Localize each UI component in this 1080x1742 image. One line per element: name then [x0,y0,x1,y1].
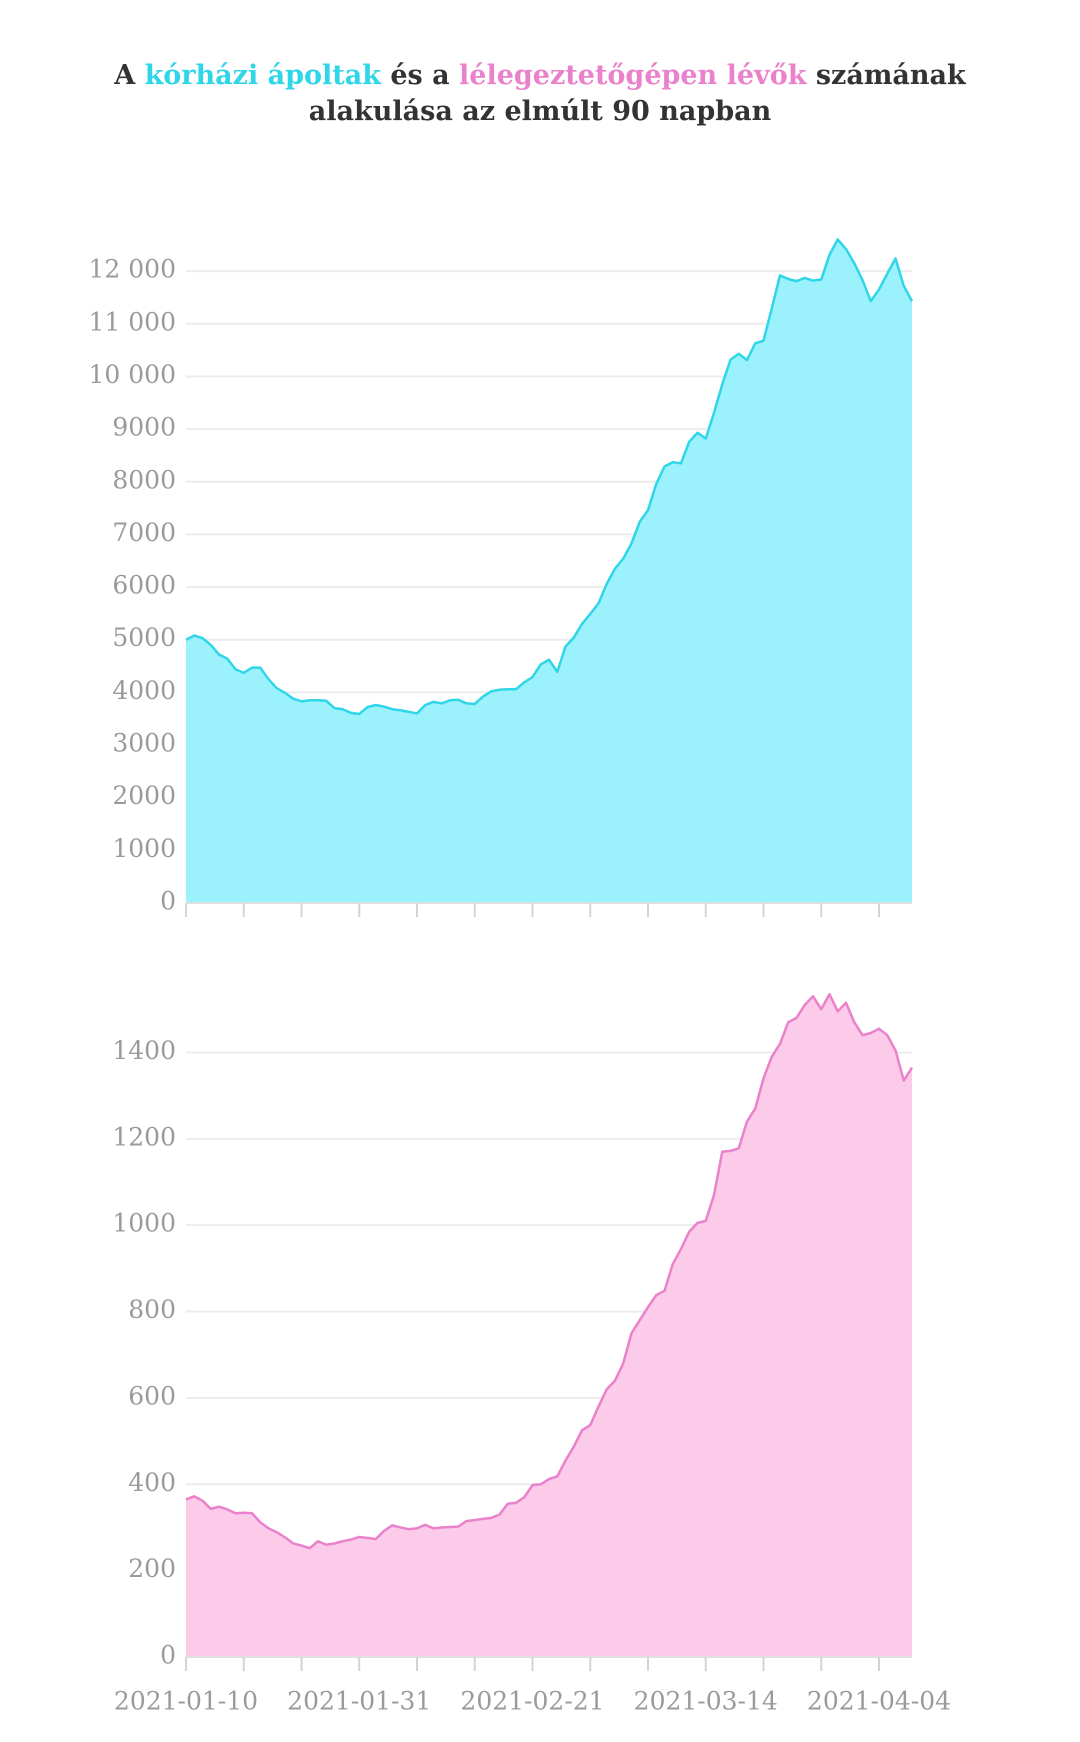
x-tick-label: 2021-03-14 [634,1687,778,1716]
area-line [185,992,914,1550]
chart-title: A kórházi ápoltak és a lélegeztetőgépen … [113,60,967,91]
chart-title: alakulása az elmúlt 90 napban [309,96,772,127]
area-fill [186,994,912,1657]
y-tick-label: 0 [160,887,176,916]
x-tick-label: 2021-04-04 [807,1687,951,1716]
title-part: kórházi ápoltak [145,60,383,91]
area-line [185,238,914,716]
x-tick-label: 2021-02-21 [460,1687,604,1716]
y-tick-label: 5000 [112,623,176,652]
title-part: A [113,60,144,91]
y-tick-label: 1000 [112,1209,176,1238]
y-tick-label: 3000 [112,729,176,758]
y-tick-label: 7000 [112,518,176,547]
x-tick-label: 2021-01-31 [287,1687,431,1716]
y-tick-label: 800 [128,1295,176,1324]
y-tick-label: 6000 [112,571,176,600]
y-tick-label: 2000 [112,781,176,810]
y-tick-label: 8000 [112,465,176,494]
y-tick-label: 0 [160,1641,176,1670]
y-tick-label: 10 000 [89,360,176,389]
y-tick-label: 400 [128,1468,176,1497]
y-tick-label: 4000 [112,676,176,705]
title-part: számának [806,60,967,91]
y-tick-label: 1000 [112,834,176,863]
y-tick-label: 11 000 [89,307,176,336]
area-fill [186,239,912,903]
y-tick-label: 600 [128,1381,176,1410]
y-tick-label: 1400 [112,1036,176,1065]
y-tick-label: 12 000 [89,255,176,284]
y-tick-label: 9000 [112,413,176,442]
y-tick-label: 200 [128,1554,176,1583]
x-tick-label: 2021-01-10 [114,1687,258,1716]
title-part: és a [381,60,459,91]
title-part: lélegeztetőgépen lévők [459,60,808,91]
y-tick-label: 1200 [112,1122,176,1151]
